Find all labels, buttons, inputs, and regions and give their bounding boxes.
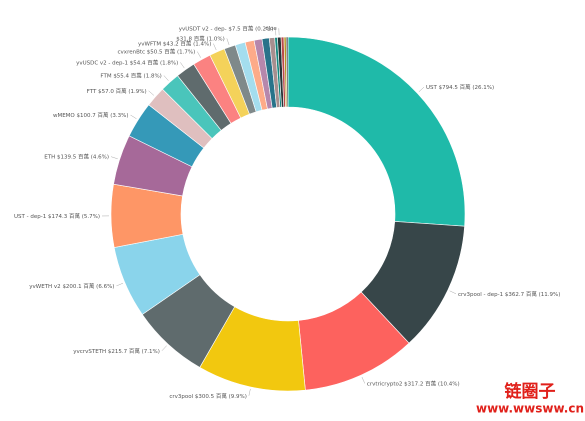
leader-line — [248, 388, 251, 396]
slice-label: wMEMO $100.7 百萬 (3.3%) — [53, 111, 129, 119]
slice-value: $43.2 百萬 (1.4%) — [163, 39, 212, 47]
slice-name: yvUSDC v2 - dep-1 — [76, 60, 128, 66]
slice-name: crv3pool - dep-1 — [458, 291, 503, 297]
slice-name: yvWETH v2 — [29, 283, 60, 289]
slice-value: $55.4 百萬 (1.8%) — [113, 71, 162, 79]
slice-label: ETH $139.5 百萬 (4.6%) — [44, 152, 109, 160]
slice-label: UST $794.5 百萬 (26.1%) — [426, 83, 494, 91]
slice-value: $100.7 百萬 (3.3%) — [77, 111, 129, 119]
leader-line — [180, 62, 185, 69]
slice-label: yvUSDC v2 - dep-1 $54.4 百萬 (1.8%) — [76, 58, 178, 66]
leader-line — [361, 376, 366, 384]
slice-value: $31.8 百萬 (1.0%) — [176, 34, 225, 42]
leader-line — [130, 114, 137, 119]
slice-value: $317.2 百萬 (10.4%) — [404, 379, 460, 387]
slice-value: $174.3 百萬 (5.7%) — [48, 211, 100, 219]
slice-label: yvWFTM $43.2 百萬 (1.4%) — [138, 39, 211, 47]
leader-line — [418, 86, 425, 93]
leader-line — [449, 290, 457, 295]
slice-value: $300.5 百萬 (9.9%) — [195, 391, 247, 399]
slice-name: FTT — [87, 88, 97, 94]
slice-value: $200.1 百萬 (6.6%) — [62, 281, 114, 289]
slice-value: $794.5 百萬 (26.1%) — [439, 83, 495, 91]
slice-label: crv3pool $300.5 百萬 (9.9%) — [169, 391, 247, 399]
slice-label: yvUSDT v2 - dep- $7.5 百萬 (0.2%) — [179, 24, 274, 32]
slice-name: yvcrvSTETH — [73, 348, 106, 354]
slice-name: cJoe — [265, 26, 277, 32]
slice-name: UST - dep-1 — [14, 213, 46, 219]
slice-value: $215.7 百萬 (7.1%) — [108, 346, 160, 354]
slice-value: $7.5 百萬 (0.2%) — [228, 24, 273, 32]
leader-line — [197, 51, 201, 58]
slice-name: UST — [426, 85, 438, 91]
slice-label: FTM $55.4 百萬 (1.8%) — [100, 71, 161, 79]
slice-label: crv3pool - dep-1 $362.7 百萬 (11.9%) — [458, 289, 560, 297]
slice-name: FTM — [100, 73, 111, 79]
slice-value: $50.5 百萬 (1.7%) — [147, 47, 196, 55]
slice-name: cvxrenBtc — [118, 49, 146, 55]
leader-line — [161, 345, 167, 351]
leader-line — [226, 38, 230, 46]
slice-name: yvUSDT v2 - dep- — [179, 26, 227, 32]
leader-line — [213, 43, 217, 51]
slice — [285, 36, 289, 108]
slice-label: UST - dep-1 $174.3 百萬 (5.7%) — [14, 211, 100, 219]
slice-value: $362.7 百萬 (11.9%) — [505, 289, 561, 297]
slice-name: ETH — [44, 154, 55, 160]
slice-value: $57.0 百萬 (1.9%) — [98, 86, 147, 94]
slice-label: $31.8 百萬 (1.0%) — [176, 34, 225, 42]
slice — [287, 36, 466, 227]
slice-name: wMEMO — [53, 113, 75, 119]
slice-name: crv3pool — [169, 393, 193, 399]
slice-label: yvWETH v2 $200.1 百萬 (6.6%) — [29, 281, 114, 289]
slice-label: cJoe — [265, 26, 277, 32]
watermark-url: www.wwsww.cn — [476, 402, 584, 416]
slice-value: $139.5 百萬 (4.6%) — [57, 152, 109, 160]
slice-label: cvxrenBtc $50.5 百萬 (1.7%) — [118, 47, 196, 55]
leader-line — [116, 282, 124, 287]
leader-line — [163, 75, 169, 81]
slice-name: yvWFTM — [138, 41, 161, 47]
leader-line — [148, 90, 155, 96]
watermark-title: 链圈子 — [505, 381, 556, 402]
slice-value: $54.4 百萬 (1.8%) — [130, 58, 179, 66]
slice-name: crvtricrypto2 — [367, 381, 403, 387]
leader-line — [110, 156, 118, 160]
slice-label: FTT $57.0 百萬 (1.9%) — [87, 86, 147, 94]
slice-label: yvcrvSTETH $215.7 百萬 (7.1%) — [73, 346, 160, 354]
slice-label: crvtricrypto2 $317.2 百萬 (10.4%) — [367, 379, 460, 387]
